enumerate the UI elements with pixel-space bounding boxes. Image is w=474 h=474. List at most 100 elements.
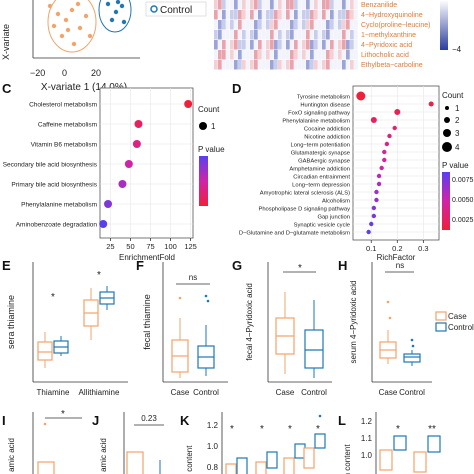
category-label: Nicotine addiction xyxy=(304,135,350,141)
heatmap-cell xyxy=(314,0,318,10)
heatmap-cell xyxy=(218,10,222,20)
outlier-point xyxy=(43,422,47,426)
heatmap-cell xyxy=(222,30,226,40)
panel-k-sig-4: * xyxy=(316,424,320,435)
heatmap-cell xyxy=(346,20,350,30)
panel-d-pvalue-title: P value xyxy=(442,161,469,170)
panel-i-ylabel: amic acid xyxy=(7,438,16,472)
panel-l-sig-1: * xyxy=(396,424,400,435)
heatmap-cell xyxy=(278,20,282,30)
heatmap-cell xyxy=(310,0,314,10)
panel-d-categories: Tyrosine metabolism Huntington disease Fox… xyxy=(239,95,351,237)
case-point xyxy=(71,41,77,47)
heatmap-cell xyxy=(286,60,290,70)
boxplot-control-1 xyxy=(236,457,248,474)
heatmap-cell xyxy=(294,20,298,30)
count-legend-dot-2 xyxy=(444,117,450,123)
heatmap-cell xyxy=(350,30,354,40)
heatmap-cell xyxy=(298,0,302,10)
category-label: Primary bile acid biosynthesis xyxy=(11,182,97,189)
heatmap-cell xyxy=(322,0,326,10)
heatmap-cell xyxy=(298,30,302,40)
heatmap-cell xyxy=(346,30,350,40)
heatmap-cell xyxy=(330,30,334,40)
heatmap-cell xyxy=(254,50,258,60)
heatmap-cell xyxy=(282,20,286,30)
heatmap-cell xyxy=(214,10,218,20)
heatmap-cell xyxy=(334,30,338,40)
panel-d-count-4: 4 xyxy=(455,143,460,152)
panel-h: H serum 4−Pyridoxic acid ns Case Control xyxy=(338,258,432,397)
heatmap-cell xyxy=(338,60,342,70)
boxplot-control-2 xyxy=(266,451,278,469)
boxplot-control xyxy=(304,300,324,378)
legend-case: Case xyxy=(448,312,467,321)
boxplot-allithiamine-case xyxy=(83,288,99,340)
data-point xyxy=(382,157,387,163)
category-label: FoxO signaling pathway xyxy=(288,111,350,117)
heatmap-cell xyxy=(306,40,310,50)
category-label: Huntington disease xyxy=(300,103,350,109)
heatmap-cell xyxy=(258,50,262,60)
heatmap-cell xyxy=(214,60,218,70)
heatmap-cell xyxy=(354,20,358,30)
case-point xyxy=(55,11,61,17)
heatmap-cell xyxy=(270,0,274,10)
group-legend: Case Control xyxy=(435,311,474,332)
case-point xyxy=(65,27,71,33)
case-point xyxy=(75,1,81,7)
heatmap-cell xyxy=(302,40,306,50)
heatmap-cell xyxy=(302,20,306,30)
panel-c-pvalue-title: P value xyxy=(198,145,225,154)
metabolite-label: 4−Pyridoxic acid xyxy=(361,42,412,49)
case-legend-swatch xyxy=(435,311,447,321)
heatmap-cell xyxy=(338,40,342,50)
heatmap-cell xyxy=(322,40,326,50)
heatmap-cell xyxy=(290,30,294,40)
panel-e-group-2: Allithiamine xyxy=(79,388,120,397)
panel-d-count-2: 2 xyxy=(455,116,460,125)
panel-g-ylabel: fecal 4−Pyridoxic acid xyxy=(245,283,254,361)
case-point xyxy=(83,13,89,19)
heatmap-cell xyxy=(238,10,242,20)
heatmap-cell xyxy=(322,10,326,20)
heatmap-cell xyxy=(246,20,250,30)
heatmap-cell xyxy=(330,60,334,70)
control-point xyxy=(119,3,125,9)
heatmap-cell xyxy=(254,10,258,20)
panel-d-label: D xyxy=(232,81,241,96)
panel-d-plot-area xyxy=(352,85,440,241)
heatmap-cell xyxy=(238,60,242,70)
category-label: Synaptic vesicle cycle xyxy=(294,223,350,229)
heatmap-cell xyxy=(214,30,218,40)
panel-h-sig: ns xyxy=(396,261,404,270)
heatmap-cell xyxy=(354,30,358,40)
heatmap-cell xyxy=(354,10,358,20)
panel-c-count-title: Count xyxy=(198,105,220,114)
panel-f-group-2: Control xyxy=(193,388,219,397)
heatmap-cell xyxy=(266,10,270,20)
heatmap-cell xyxy=(278,40,282,50)
category-label: Long−term potentiation xyxy=(291,143,350,149)
panel-f: F fecal thiamine ns Case Control xyxy=(136,258,228,397)
heatmap-cell xyxy=(230,30,234,40)
heatmap-cell xyxy=(278,10,282,20)
data-point xyxy=(371,213,377,219)
control-point xyxy=(109,17,115,23)
panel-g-group-1: Case xyxy=(276,388,295,397)
panel-b: Benzanilide 4−Hydroxyquinoline Cyclo(pro… xyxy=(214,0,462,70)
heatmap-cell xyxy=(274,10,278,20)
heatmap-cell xyxy=(354,50,358,60)
data-point xyxy=(370,117,377,123)
panel-j-ylabel: amic acid xyxy=(99,438,108,472)
heatmap-cell xyxy=(310,10,314,20)
heatmap-cell xyxy=(218,20,222,30)
heatmap-cell xyxy=(314,60,318,70)
x-tick-label: 25 xyxy=(106,242,114,251)
data-point xyxy=(376,173,382,179)
heatmap-cell xyxy=(286,0,290,10)
heatmap-cell xyxy=(286,20,290,30)
heatmap-cell xyxy=(298,40,302,50)
heatmap-cell xyxy=(214,20,218,30)
panel-l-sig-2: ** xyxy=(428,424,436,435)
